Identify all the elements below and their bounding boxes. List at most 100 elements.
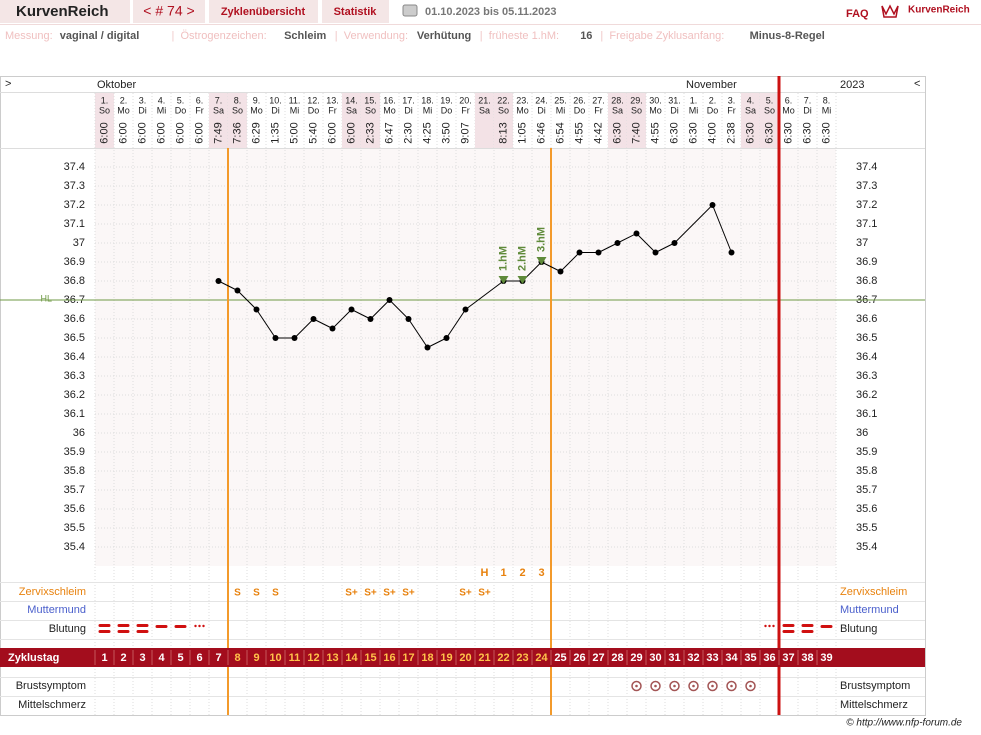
curve-segment <box>598 242 618 253</box>
cycle-day: 35 <box>744 652 756 664</box>
cycle-day: 26 <box>573 652 585 664</box>
y-tick-label: 37 <box>856 237 868 249</box>
info-label: Messung: <box>5 30 53 42</box>
tab[interactable] <box>322 0 389 23</box>
y-tick-label: 37.2 <box>856 199 877 211</box>
weekday: So <box>232 105 243 115</box>
logo[interactable]: KurvenReich <box>908 5 970 16</box>
h-mark: 2 <box>519 567 525 579</box>
curve-segment <box>332 309 352 329</box>
time: 4:42 <box>592 122 604 143</box>
bleeding-dash <box>98 624 111 627</box>
info-value: Schleim <box>284 30 326 42</box>
time: 6:30 <box>744 122 756 143</box>
day-number: 1. <box>101 95 109 105</box>
cycle-day: 15 <box>364 652 376 664</box>
day-number: 21. <box>478 95 491 105</box>
temperature-point <box>329 325 336 332</box>
zervix-mark: S+ <box>383 588 396 599</box>
bleeding-dash <box>98 630 111 633</box>
curve-segment <box>237 290 257 310</box>
weekday: Di <box>803 105 812 115</box>
curve-segment <box>446 309 466 339</box>
row-label: Muttermund <box>840 604 899 616</box>
temperature-point <box>234 287 241 294</box>
temperature-point <box>728 249 735 256</box>
tab-label[interactable]: Zyklenübersicht <box>221 6 306 18</box>
tab-label[interactable]: Statistik <box>334 6 378 18</box>
cycle-day: 30 <box>649 652 661 664</box>
hm-label: 2.hM <box>516 246 528 271</box>
temperature-point <box>215 278 222 284</box>
temperature-point <box>310 316 317 322</box>
day-number: 7. <box>804 95 812 105</box>
bleeding-dot <box>768 624 771 628</box>
time: 6:47 <box>383 122 395 143</box>
nav-button[interactable]: > <box>5 78 11 90</box>
y-tick-label: 36.6 <box>64 313 85 325</box>
tab[interactable] <box>133 0 205 23</box>
weekday: Mi <box>423 105 433 115</box>
time: 4:55 <box>573 122 585 143</box>
bleeding-dot <box>194 624 197 628</box>
weekday: Sa <box>479 105 490 115</box>
cycle-day: 17 <box>402 652 414 664</box>
print-icon[interactable] <box>402 4 418 17</box>
cycle-day: 4 <box>158 652 165 664</box>
faq[interactable]: FAQ <box>846 8 869 20</box>
symptom-icon <box>726 680 737 692</box>
temperature-point <box>367 316 374 322</box>
time: 6:30 <box>820 122 832 143</box>
zervix-mark: S <box>234 588 241 599</box>
day-number: 12. <box>307 95 320 105</box>
weekday: Di <box>271 105 280 115</box>
row-label: Muttermund <box>27 604 86 616</box>
weekday: So <box>365 105 376 115</box>
zervix-mark: S <box>272 588 279 599</box>
cycle-day: 25 <box>554 652 566 664</box>
day-number: 8. <box>823 95 831 105</box>
bleeding-dash <box>782 624 795 627</box>
cycle-day: 5 <box>177 652 183 664</box>
y-tick-label: 35.7 <box>856 484 877 496</box>
weekday: Fr <box>727 105 736 115</box>
info-label: Östrogenzeichen: <box>181 30 267 42</box>
weekday: So <box>764 105 775 115</box>
nav-button[interactable]: < <box>914 78 920 90</box>
year: 2023 <box>840 79 864 91</box>
symptom-icon <box>749 684 752 688</box>
weekend-cell <box>95 93 114 148</box>
bleeding-dash <box>801 630 814 633</box>
day-number: 4. <box>158 95 166 105</box>
time: 6:00 <box>155 122 167 143</box>
hm-label: 1.hM <box>497 246 509 271</box>
time: 9:07 <box>459 122 471 143</box>
temperature-point <box>557 268 564 275</box>
time: 8:13 <box>497 122 509 143</box>
info-value: 16 <box>580 30 592 42</box>
weekday: Di <box>537 105 546 115</box>
temperature-point <box>462 306 469 313</box>
day-number: 29. <box>630 95 643 105</box>
y-tick-label: 36.8 <box>64 275 85 287</box>
time: 6:30 <box>611 122 623 143</box>
cycle-day: 7 <box>215 652 221 664</box>
temperature-point <box>291 335 298 341</box>
day-number: 24. <box>535 95 548 105</box>
cycle-day: 9 <box>253 652 259 664</box>
logo-icon <box>881 4 899 18</box>
weekday: Mi <box>822 105 832 115</box>
day-number: 26. <box>573 95 586 105</box>
tab[interactable] <box>209 0 318 23</box>
time: 6:00 <box>345 122 357 143</box>
curve-segment <box>370 299 390 320</box>
y-tick-label: 35.4 <box>856 541 877 553</box>
y-tick-label: 37.4 <box>64 161 85 173</box>
cycle-nav[interactable]: < # 74 > <box>143 3 194 19</box>
info-value: Verhütung <box>417 30 471 42</box>
y-tick-label: 36.6 <box>856 313 877 325</box>
y-tick-label: 36.8 <box>856 275 877 287</box>
bleeding-dash <box>136 630 149 633</box>
bleeding-dot <box>202 624 205 628</box>
symptom-icon <box>707 680 718 692</box>
